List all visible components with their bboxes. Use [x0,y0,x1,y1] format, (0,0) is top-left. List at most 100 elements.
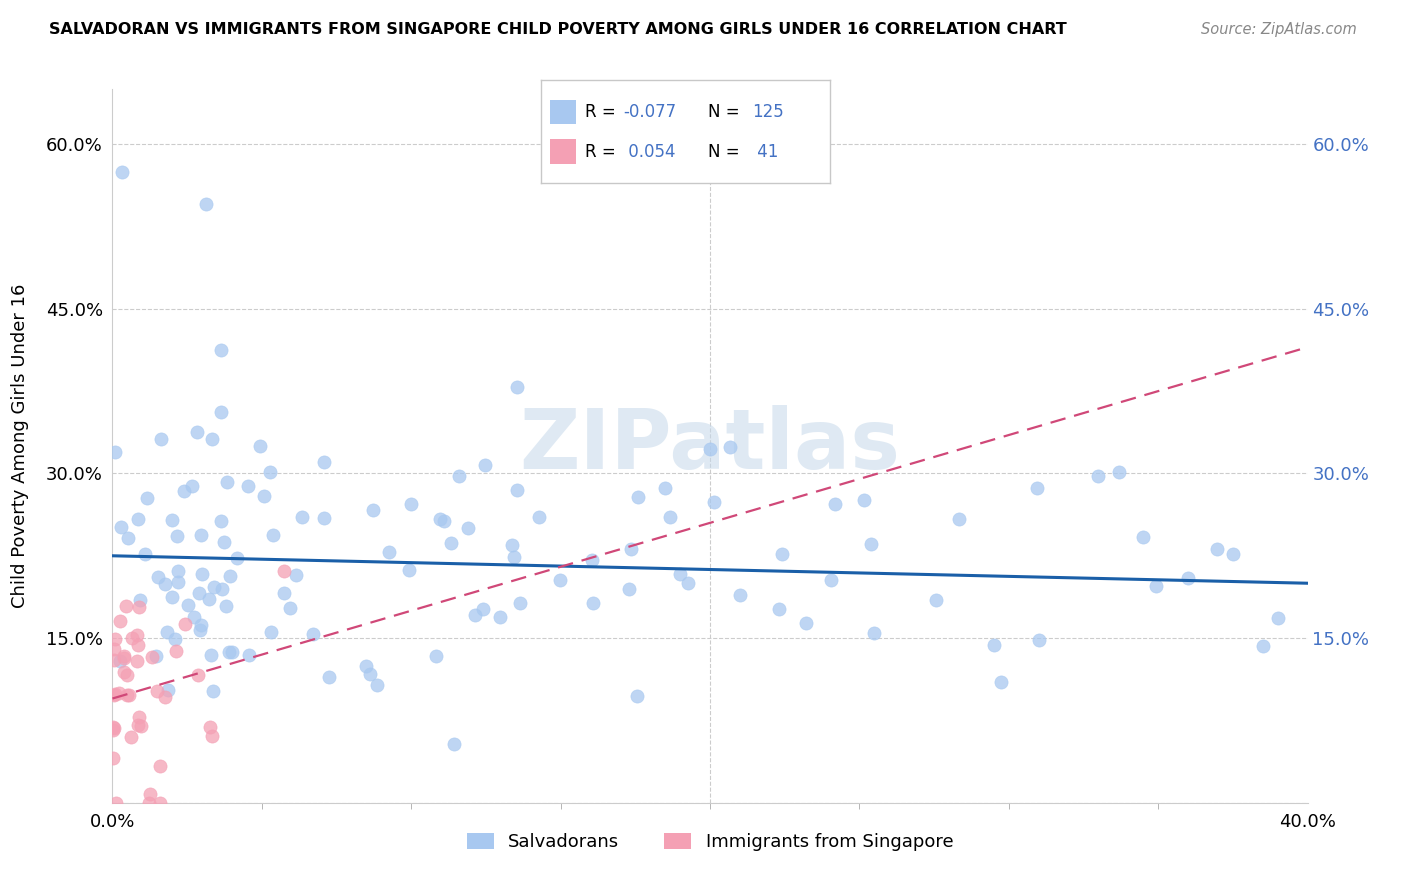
Point [361,503,384,517]
Point [1132,530,1154,544]
Point [112,651,135,665]
Point [112,665,135,680]
Text: N =: N = [709,143,745,161]
Point [676,576,699,591]
Point [654,481,676,495]
Point [1144,579,1167,593]
Point [273,586,295,600]
Point [859,537,882,551]
Text: N =: N = [709,103,745,120]
Point [146,683,169,698]
Point [318,670,340,684]
Point [501,538,523,552]
Point [108,686,131,700]
Point [104,444,127,458]
Point [117,688,139,702]
Point [794,615,817,630]
Point [215,599,238,613]
Point [1177,571,1199,585]
Point [218,569,240,583]
Point [198,720,221,734]
Point [200,648,222,662]
Point [474,458,496,473]
Point [197,591,219,606]
Point [285,568,308,582]
Point [134,547,156,561]
Point [103,641,125,656]
Point [301,627,323,641]
Point [150,432,173,446]
Point [201,729,224,743]
Point [669,566,692,581]
Point [145,649,167,664]
Point [429,512,451,526]
Point [824,497,846,511]
Point [581,553,603,567]
Point [155,625,177,640]
Point [509,596,531,610]
Point [190,528,212,542]
Point [108,614,131,628]
Point [489,610,512,624]
Point [127,638,149,652]
Point [238,648,260,663]
Point [139,787,162,801]
Text: -0.077: -0.077 [623,103,676,120]
Point [174,616,197,631]
Point [117,531,139,545]
Point [582,596,605,610]
Point [1222,547,1244,561]
Point [262,528,284,542]
Point [163,632,186,646]
Point [110,520,132,534]
Point [202,580,225,594]
Point [1267,611,1289,625]
Point [527,509,550,524]
Point [1025,481,1047,495]
Point [273,564,295,578]
Text: 41: 41 [752,143,778,161]
Point [129,593,152,607]
Point [115,599,138,614]
Point [399,497,422,511]
Point [166,529,188,543]
Point [176,598,198,612]
Point [398,563,420,577]
Point [366,678,388,692]
Point [120,730,142,744]
Point [201,432,224,446]
Point [472,602,495,616]
Point [190,618,212,632]
Point [359,667,381,681]
Point [503,550,526,565]
Text: R =: R = [585,103,620,120]
Point [291,510,314,524]
Point [103,720,125,734]
Point [699,442,721,456]
Point [505,380,527,394]
Point [103,653,125,667]
Y-axis label: Child Poverty Among Girls Under 16: Child Poverty Among Girls Under 16 [11,284,30,608]
Point [627,490,650,504]
Point [187,668,209,682]
Point [236,479,259,493]
Point [104,687,127,701]
Point [1205,542,1227,557]
Point [149,758,172,772]
Point [433,514,456,528]
Point [165,644,187,658]
Point [181,479,204,493]
Bar [550,139,576,163]
Point [148,796,170,810]
Text: ZIPatlas: ZIPatlas [520,406,900,486]
Point [990,674,1012,689]
Point [128,599,150,614]
Point [103,722,125,736]
Point [121,632,143,646]
Point [215,475,238,489]
Point [443,737,465,751]
Point [115,689,138,703]
Point [167,575,190,590]
Text: SALVADORAN VS IMMIGRANTS FROM SINGAPORE CHILD POVERTY AMONG GIRLS UNDER 16 CORRE: SALVADORAN VS IMMIGRANTS FROM SINGAPORE … [49,22,1067,37]
Point [127,512,149,526]
